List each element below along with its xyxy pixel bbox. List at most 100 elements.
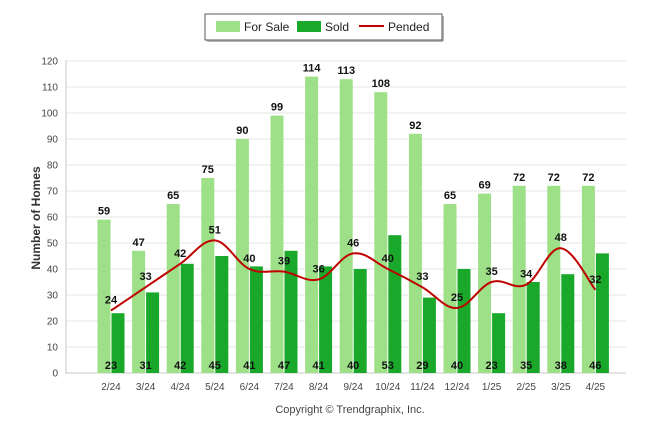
data-label-sold: 45	[209, 360, 221, 372]
bar-for-sale	[97, 219, 111, 373]
y-axis-label: Number of Homes	[29, 166, 43, 270]
pended-line-layer	[110, 239, 597, 312]
data-label-sold: 40	[347, 360, 359, 372]
y-tick-labels: 0 10 20 30 40 50 60 70 80 90 100 110 120	[41, 57, 58, 380]
data-label-pended: 39	[278, 256, 290, 268]
bar-for-sale	[235, 139, 249, 373]
data-label-for-sale: 92	[409, 120, 421, 132]
bar-sold	[180, 263, 194, 373]
data-label-sold: 42	[174, 360, 186, 372]
data-label-for-sale: 69	[478, 180, 490, 192]
x-tick-label: 3/25	[551, 382, 571, 393]
data-label-sold: 53	[382, 360, 394, 372]
bar-for-sale	[132, 250, 146, 373]
bar-sold	[388, 235, 402, 373]
data-label-for-sale: 47	[132, 237, 144, 249]
data-label-pended: 35	[485, 266, 497, 278]
bar-sold	[111, 313, 125, 373]
y-tick-label: 40	[47, 265, 59, 276]
x-tick-label: 2/25	[516, 382, 536, 393]
data-label-pended: 25	[451, 292, 463, 304]
x-tick-label: 6/24	[240, 382, 260, 393]
x-tick-label: 1/25	[482, 382, 502, 393]
bar-sold	[561, 274, 575, 373]
bar-for-sale	[166, 204, 180, 373]
data-label-pended: 36	[312, 263, 324, 275]
data-label-sold: 41	[312, 360, 324, 372]
bar-sold	[526, 282, 540, 373]
data-label-pended: 33	[416, 271, 428, 283]
legend-label-sold: Sold	[325, 20, 349, 34]
bar-for-sale	[547, 185, 561, 373]
data-label-for-sale: 90	[236, 125, 248, 137]
bar-sold	[353, 269, 367, 373]
legend-label-for-sale: For Sale	[244, 20, 290, 34]
bar-for-sale	[270, 115, 284, 373]
bars	[97, 76, 609, 373]
x-tick-label: 8/24	[309, 382, 329, 393]
data-label-pended: 24	[105, 295, 118, 307]
pended-line	[110, 239, 597, 312]
data-label-sold: 31	[139, 360, 151, 372]
legend-box	[204, 13, 443, 41]
legend: For Sale Sold Pended	[204, 13, 444, 42]
x-tick-labels: 2/24 3/24 4/24 5/24 6/24 7/24 8/24 9/24 10/24 11/…	[101, 382, 605, 393]
y-tick-label: 80	[47, 161, 59, 172]
y-tick-label: 100	[41, 109, 58, 120]
data-label-pended: 46	[347, 237, 359, 249]
y-tick-label: 90	[47, 135, 59, 146]
x-tick-label: 3/24	[136, 382, 156, 393]
x-tick-label: 12/24	[444, 382, 469, 393]
data-label-sold: 47	[278, 360, 290, 372]
data-label-for-sale: 65	[444, 190, 456, 202]
x-tick-label: 4/25	[586, 382, 606, 393]
bar-for-sale	[339, 79, 353, 373]
data-label-sold: 29	[416, 360, 428, 372]
data-label-sold: 23	[105, 360, 117, 372]
data-labels: 59 47 65 75 90 99 114 113 108 92 65 69 72 72 72 23 31 42 4…	[98, 63, 602, 372]
data-label-sold: 23	[485, 360, 497, 372]
y-tick-label: 110	[42, 83, 58, 94]
x-tick-label: 2/24	[101, 382, 121, 393]
y-tick-label: 30	[47, 291, 59, 302]
bar-for-sale	[305, 76, 319, 373]
data-label-pended: 34	[520, 269, 533, 281]
bar-for-sale	[478, 193, 492, 373]
legend-swatch-sold	[297, 21, 321, 32]
y-tick-label: 60	[47, 213, 59, 224]
data-label-for-sale: 72	[513, 172, 525, 184]
data-label-pended: 40	[243, 253, 255, 265]
x-tick-label: 5/24	[205, 382, 225, 393]
data-label-for-sale: 99	[271, 102, 283, 114]
x-tick-label: 7/24	[274, 382, 294, 393]
x-tick-label: 9/24	[343, 382, 363, 393]
y-tick-label: 70	[47, 187, 59, 198]
bar-sold	[284, 250, 298, 373]
bar-sold	[595, 253, 609, 373]
bar-sold	[457, 269, 471, 373]
data-label-for-sale: 113	[337, 65, 355, 77]
x-tick-label: 4/24	[170, 382, 190, 393]
data-label-pended: 42	[174, 248, 186, 260]
y-tick-label: 10	[47, 343, 59, 354]
data-label-pended: 33	[139, 271, 151, 283]
data-label-pended: 51	[209, 224, 221, 236]
data-label-for-sale: 114	[303, 63, 322, 75]
bar-for-sale	[512, 185, 526, 373]
data-label-for-sale: 65	[167, 190, 179, 202]
data-label-pended: 32	[589, 274, 601, 286]
x-tick-label: 11/24	[410, 382, 435, 393]
data-label-for-sale: 75	[202, 164, 214, 176]
bar-sold	[319, 266, 333, 373]
legend-swatch-for-sale	[216, 21, 240, 32]
bar-for-sale	[374, 92, 388, 373]
bar-sold	[215, 256, 229, 373]
data-label-for-sale: 72	[582, 172, 594, 184]
bar-sold	[146, 292, 160, 373]
bar-sold	[249, 266, 263, 373]
data-label-sold: 41	[243, 360, 255, 372]
bar-sold	[492, 313, 506, 373]
y-tick-label: 0	[52, 369, 58, 380]
y-tick-label: 120	[41, 57, 58, 68]
